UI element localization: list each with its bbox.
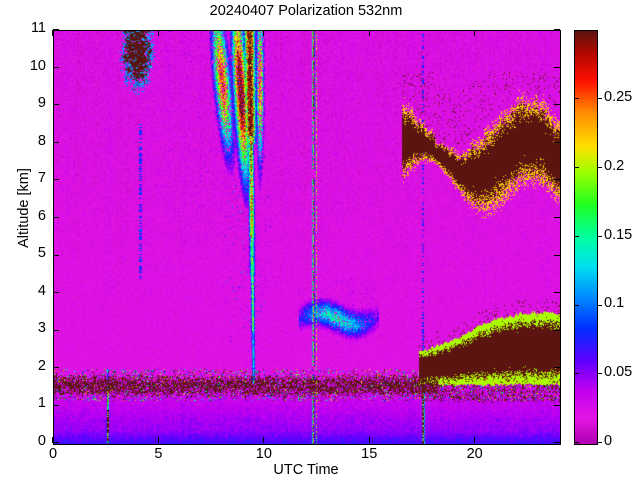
colorbar-tick-mark — [597, 442, 603, 444]
y-tick-label: 9 — [37, 95, 46, 112]
x-tick-mark — [473, 437, 475, 443]
colorbar-tick-mark-left — [574, 442, 579, 444]
colorbar-tick-mark-left — [574, 166, 579, 168]
colorbar-tick-mark-left — [574, 373, 579, 375]
y-tick-label: 11 — [30, 20, 46, 36]
colorbar-tick-label: 0.05 — [604, 364, 633, 381]
x-tick-mark — [52, 437, 54, 443]
x-tick-label: 0 — [48, 446, 58, 462]
y-tick-label: 8 — [37, 132, 46, 149]
y-tick-mark-right — [554, 442, 560, 444]
y-tick-label: 10 — [29, 57, 46, 74]
y-tick-mark-right — [554, 217, 560, 219]
x-tick-mark-top — [368, 30, 370, 36]
x-tick-label: 5 — [154, 446, 163, 462]
x-tick-mark-top — [263, 30, 265, 36]
y-tick-mark-right — [554, 329, 560, 331]
x-axis-label: UTC Time — [273, 462, 339, 478]
chart-title: 20240407 Polarization 532nm — [209, 3, 403, 19]
colorbar-tick-mark — [597, 166, 603, 168]
x-tick-label: 20 — [466, 446, 483, 462]
colorbar-tick-label: 0.15 — [604, 226, 633, 243]
y-tick-mark — [53, 292, 59, 294]
y-tick-mark — [53, 367, 59, 369]
colorbar-tick-mark — [597, 373, 603, 375]
x-tick-mark-top — [157, 30, 159, 36]
y-tick-mark — [53, 442, 59, 444]
y-tick-mark — [53, 329, 59, 331]
x-tick-mark-top — [473, 30, 475, 36]
y-tick-mark-right — [554, 254, 560, 256]
colorbar-tick-mark — [597, 235, 603, 237]
colorbar-tick-label: 0 — [604, 433, 613, 449]
y-tick-mark — [53, 141, 59, 143]
y-tick-mark — [53, 404, 59, 406]
y-tick-mark-right — [554, 104, 560, 106]
y-tick-mark — [53, 104, 59, 106]
y-tick-label: 6 — [37, 207, 46, 224]
colorbar-tick-mark-left — [574, 235, 579, 237]
y-tick-mark-right — [554, 29, 560, 31]
y-axis-label: Altitude [km] — [16, 168, 32, 248]
x-tick-label: 15 — [361, 446, 378, 462]
y-tick-label: 2 — [37, 357, 46, 374]
colorbar-tick-mark-left — [574, 304, 579, 306]
heatmap-image — [54, 31, 560, 444]
y-tick-label: 7 — [37, 170, 46, 187]
colorbar-tick-label: 0.25 — [604, 88, 633, 105]
y-tick-label: 4 — [37, 282, 46, 299]
y-tick-mark-right — [554, 66, 560, 68]
x-tick-mark — [368, 437, 370, 443]
colorbar-tick-label: 0.2 — [604, 157, 625, 174]
y-tick-mark — [53, 29, 59, 31]
colorbar-tick-mark — [597, 98, 603, 100]
colorbar-tick-mark-left — [574, 98, 579, 100]
y-tick-mark — [53, 66, 59, 68]
colorbar-gradient — [575, 31, 597, 444]
y-tick-label: 1 — [37, 395, 46, 412]
y-tick-mark — [53, 217, 59, 219]
y-tick-mark-right — [554, 292, 560, 294]
y-tick-mark-right — [554, 141, 560, 143]
heatmap-plot-area[interactable] — [53, 30, 561, 445]
y-tick-label: 3 — [37, 320, 46, 337]
colorbar-tick-label: 0.1 — [604, 295, 625, 312]
x-tick-mark-top — [52, 30, 54, 36]
y-tick-label: 5 — [37, 245, 46, 262]
x-tick-mark — [157, 437, 159, 443]
colorbar-tick-mark — [597, 304, 603, 306]
y-tick-mark — [53, 254, 59, 256]
y-tick-mark-right — [554, 404, 560, 406]
colorbar[interactable] — [574, 30, 598, 445]
y-tick-mark-right — [554, 179, 560, 181]
x-tick-label: 10 — [255, 446, 272, 462]
y-tick-mark — [53, 179, 59, 181]
y-tick-label: 0 — [37, 433, 46, 449]
x-tick-mark — [263, 437, 265, 443]
y-tick-mark-right — [554, 367, 560, 369]
